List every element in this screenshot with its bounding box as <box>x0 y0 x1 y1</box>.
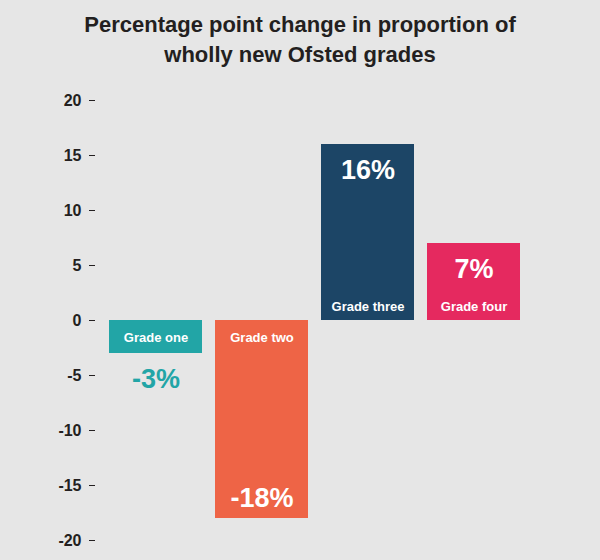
svg-text:Grade three: Grade three <box>332 299 405 314</box>
html-text:Percentage point change in pro: Percentage point change in proportion of… <box>84 12 516 67</box>
svg-text:-15: -15 <box>58 477 81 494</box>
svg-text:15: 15 <box>64 147 82 164</box>
svg-text:-3%: -3% <box>132 364 180 394</box>
svg-text:7%: 7% <box>454 254 493 284</box>
svg-text:20: 20 <box>64 92 82 109</box>
svg-text:Grade two: Grade two <box>230 330 294 345</box>
svg-text:-20: -20 <box>58 532 81 549</box>
svg-text:-5: -5 <box>67 367 81 384</box>
svg-text:5: 5 <box>73 257 82 274</box>
svg-text:-18%: -18% <box>230 483 293 513</box>
svg-text:-10: -10 <box>58 422 81 439</box>
svg-text:Grade four: Grade four <box>441 299 507 314</box>
svg-text:0: 0 <box>73 312 82 329</box>
svg-text:Grade one: Grade one <box>124 330 188 345</box>
svg-text:16%: 16% <box>341 155 395 185</box>
svg-text:10: 10 <box>64 202 82 219</box>
